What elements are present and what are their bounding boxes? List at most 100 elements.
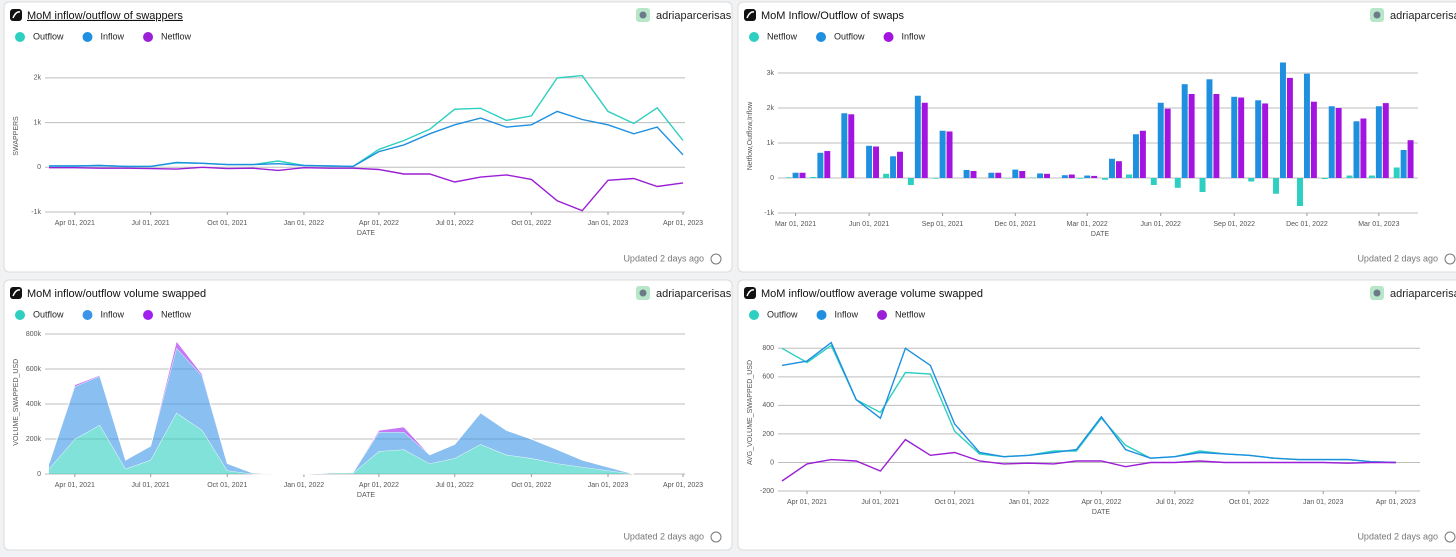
chart-title: MoM Inflow/Outflow of swaps [761,10,905,22]
bar [1091,175,1098,178]
legend-label: Outflow [834,31,865,41]
x-tick-label: Apr 01, 2022 [359,482,399,489]
bar [1286,77,1293,178]
chart-title[interactable]: MoM inflow/outflow of swappers [27,10,183,22]
x-tick-label: Jul 01, 2021 [132,482,170,489]
y-axis-title: AVG_VOLUME_SWAPPED_USD [747,360,754,465]
legend-swatch [15,32,25,42]
y-tick-label: 400k [26,401,42,408]
refresh-icon [1444,253,1456,265]
updated-note: Updated 2 days ago [623,531,704,541]
y-tick-label: 600 [762,374,774,381]
y-tick-label: 600k [26,366,42,373]
bar [1037,173,1044,178]
legend-swatch [816,310,827,320]
x-tick-label: Apr 01, 2022 [1081,499,1121,506]
bar [799,172,806,178]
y-tick-label: 200k [26,436,42,443]
bar [1068,174,1075,178]
x-tick-label: Dec 01, 2021 [994,221,1036,228]
bar [1321,178,1328,180]
x-tick-label: Jul 01, 2021 [132,220,170,227]
x-tick-label: Jun 01, 2021 [849,221,890,228]
bar [1174,178,1181,188]
x-tick-label: Jul 01, 2022 [436,220,474,227]
x-axis-title: DATE [357,492,375,499]
legend-swatch [877,310,888,320]
author-name: adriaparcerisas [656,10,732,22]
legend-label: Netflow [767,31,798,41]
legend-swatch [143,310,154,320]
y-tick-label: 2k [34,75,42,82]
bar [1346,175,1353,178]
bar [939,130,946,178]
bar [995,172,1002,178]
author-name: adriaparcerisas [1390,288,1456,300]
x-tick-label: Apr 01, 2023 [1376,499,1416,506]
bar [841,113,848,178]
bar [1188,94,1195,178]
bar [988,172,995,178]
author-name: adriaparcerisas [656,288,732,300]
panel-icon [10,9,22,21]
series-area [49,412,634,474]
y-tick-label: 800 [762,345,774,352]
panel-icon-mark [746,11,755,19]
bar [810,176,817,178]
bar [897,151,903,178]
x-tick-label: Jun 01, 2022 [1140,221,1181,228]
legend-swatch [15,310,25,320]
bar [963,169,970,178]
series-edge [48,340,634,475]
legend-label: Inflow [835,309,859,319]
panel: MoM inflow/outflow of swappers adriaparce… [3,1,733,273]
x-tick-label: Oct 01, 2022 [1229,499,1269,506]
refresh-icon [1444,531,1456,543]
bar [1132,134,1139,178]
x-axis-title: DATE [1091,231,1109,238]
x-tick-label: Apr 01, 2021 [55,220,95,227]
x-tick-label: Apr 01, 2022 [359,220,399,227]
x-tick-label: Oct 01, 2021 [207,482,247,489]
y-tick-label: 0 [770,459,774,466]
x-tick-label: Oct 01, 2021 [207,220,247,227]
refresh-icon [710,253,722,265]
legend-swatch [82,310,93,320]
y-tick-label: 1k [767,140,775,147]
bar [817,152,824,178]
bar [883,173,890,178]
bar [932,178,939,179]
bar [914,95,921,178]
x-tick-label: Jan 01, 2023 [1303,499,1344,506]
panel-icon-mark [746,289,755,297]
legend-label: Outflow [33,31,64,41]
y-tick-label: 0 [37,164,41,171]
y-axis-title: SWAPPERS [13,116,20,156]
x-tick-label: Jul 01, 2021 [861,499,899,506]
legend-label: Inflow [902,31,926,41]
bar [1019,171,1026,178]
bar [1303,73,1310,178]
bar [792,172,799,178]
bar [1393,167,1400,178]
bar [1297,178,1303,206]
bar [1115,161,1122,178]
legend-label: Outflow [33,309,64,319]
panel-card [737,279,1456,551]
y-tick-label: -1k [764,210,774,217]
panel: MoM inflow/outflow volume swapped adriapa… [3,279,733,551]
x-tick-label: Jan 01, 2023 [588,482,629,489]
panel-icon-mark [12,289,21,297]
bar [921,102,928,178]
x-tick-label: Oct 01, 2022 [511,220,551,227]
bar [1279,62,1286,178]
y-axis-title: Netflow,Outflow,Inflow [747,101,754,170]
y-tick-label: 400 [762,402,774,409]
bar [1109,158,1115,178]
bar [1077,178,1084,179]
bar [1061,175,1068,178]
bar [873,146,880,178]
bar [890,156,897,178]
bar [1360,118,1367,178]
panel-card [3,1,733,273]
